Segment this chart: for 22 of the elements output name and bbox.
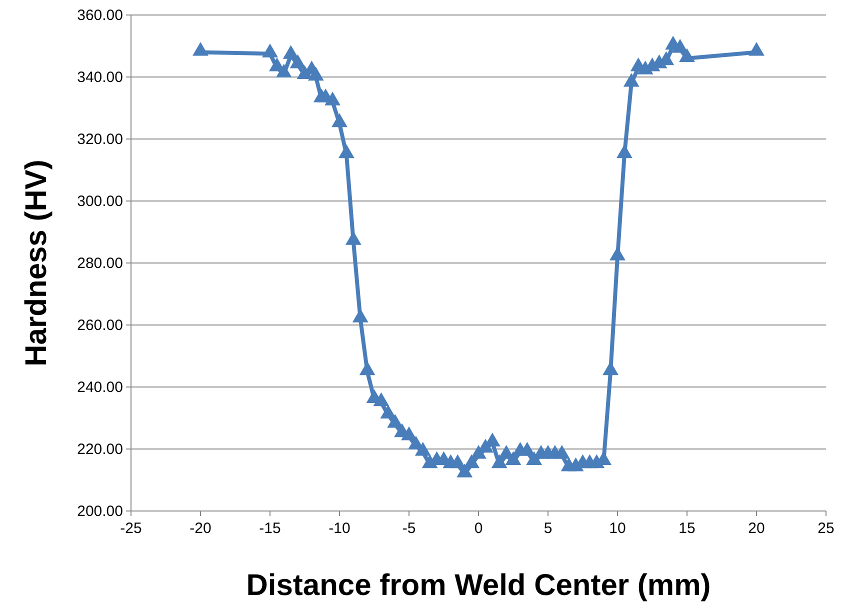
- x-tick-label: 15: [678, 520, 696, 537]
- x-tick-label: -15: [259, 520, 281, 537]
- x-tick-label: 25: [818, 520, 834, 537]
- x-tick-label: 5: [544, 520, 552, 537]
- y-tick-label: 260.00: [77, 317, 123, 334]
- x-tick-label: 10: [609, 520, 626, 537]
- y-tick-label: 280.00: [77, 255, 123, 272]
- y-tick-label: 240.00: [77, 379, 123, 396]
- x-tick-label: 0: [474, 520, 483, 537]
- x-tick-label: -5: [402, 520, 416, 537]
- y-tick-label: 340.00: [77, 69, 123, 86]
- x-tick-label: -10: [328, 520, 350, 537]
- x-axis-title: Distance from Weld Center (mm): [246, 569, 711, 602]
- y-tick-label: 360.00: [77, 7, 123, 24]
- y-axis-title: Hardness (HV): [20, 160, 53, 366]
- y-tick-label: 320.00: [77, 131, 123, 148]
- x-tick-label: -25: [120, 520, 142, 537]
- y-tick-label: 220.00: [77, 441, 123, 458]
- x-tick-label: 20: [748, 520, 765, 537]
- x-tick-label: -20: [190, 520, 212, 537]
- y-tick-label: 200.00: [77, 503, 123, 520]
- y-tick-label: 300.00: [77, 193, 123, 210]
